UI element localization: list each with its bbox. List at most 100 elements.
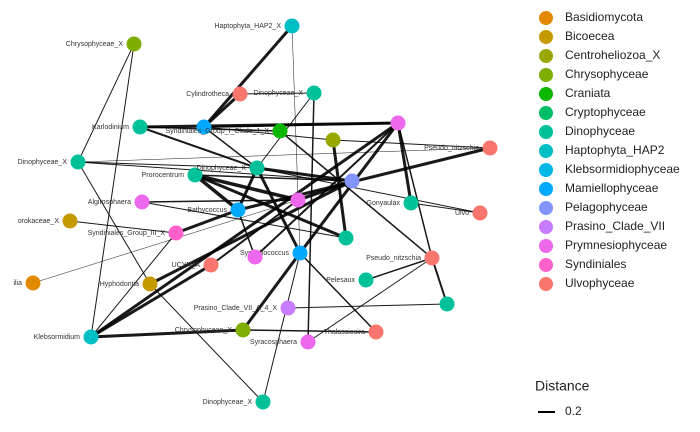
node-label: ilia <box>13 280 22 287</box>
node <box>272 123 288 139</box>
edge <box>431 257 448 305</box>
node-label: Pseudo_nitzschia <box>424 145 479 152</box>
legend-key <box>539 182 553 196</box>
node <box>344 173 360 189</box>
edge <box>203 126 258 169</box>
legend-label: Mamiellophyceae <box>565 181 659 195</box>
node <box>168 225 184 241</box>
node <box>325 132 341 148</box>
edge <box>255 167 302 254</box>
legend-key <box>539 11 553 25</box>
node-label: Hyphodontia <box>100 281 139 288</box>
node-label: Synechococcus <box>240 250 290 257</box>
legend-label: Ulvophyceae <box>565 276 635 290</box>
legend-key <box>539 87 553 101</box>
node <box>306 85 322 101</box>
node <box>132 119 148 135</box>
edge <box>175 208 239 235</box>
legend-key <box>539 163 553 177</box>
edge <box>241 252 302 331</box>
node-label: Pseudo_nitzschia <box>366 255 421 262</box>
node <box>280 300 296 316</box>
legend-label: Pelagophyceae <box>565 200 648 214</box>
edge <box>139 126 258 169</box>
edge <box>77 43 135 163</box>
edge <box>279 130 433 259</box>
edge <box>365 257 433 281</box>
edge <box>410 202 481 214</box>
node <box>203 257 219 273</box>
edge <box>149 283 264 403</box>
legend-label: Bicoecea <box>565 29 615 43</box>
legend-key <box>539 30 553 44</box>
edge <box>202 25 294 128</box>
edge <box>236 167 259 211</box>
node <box>83 329 99 345</box>
edge <box>90 232 177 338</box>
legend: Basidiomycota Bicoecea Centroheliozoa_X Chr… <box>535 10 680 418</box>
edge <box>77 161 258 169</box>
legend-key <box>539 68 553 82</box>
node <box>255 394 271 410</box>
node-label: orokaceae_X <box>18 218 60 225</box>
legend-label: Cryptophyceae <box>565 105 646 119</box>
node-label: Dinophyceae_X <box>203 399 253 406</box>
legend-key <box>539 144 553 158</box>
node-label: Gonyaulax <box>367 200 401 207</box>
node <box>300 334 316 350</box>
node-label: Klebsormidium <box>34 334 80 341</box>
node <box>142 276 158 292</box>
legend-key <box>539 258 553 272</box>
legend-key <box>539 106 553 120</box>
node <box>292 245 308 261</box>
node <box>134 194 150 210</box>
edge <box>307 257 433 343</box>
legend-label: 0.2 <box>565 404 582 418</box>
node-label: Prorocentrum <box>142 172 185 179</box>
edge <box>237 209 256 258</box>
edge <box>90 263 212 339</box>
node-label: Cylindrotheca <box>186 91 229 98</box>
edge <box>32 199 299 284</box>
edge <box>193 173 240 212</box>
node-label: Thalassiosira <box>324 329 365 336</box>
node <box>70 154 86 170</box>
node <box>290 192 306 208</box>
node-label: Dinophyceae_X <box>254 90 304 97</box>
node <box>439 296 455 312</box>
node-label: Ulvo <box>455 210 469 217</box>
node <box>230 202 246 218</box>
node <box>284 18 300 34</box>
legend-label: Prymnesiophyceae <box>565 238 667 252</box>
node <box>358 272 374 288</box>
node <box>62 213 78 229</box>
legend-label: Centroheliozoa_X <box>565 48 660 62</box>
edge <box>203 122 399 128</box>
edge <box>203 126 334 141</box>
edge <box>90 121 399 339</box>
legend-label: Dinophyceae <box>565 124 635 138</box>
node <box>338 230 354 246</box>
edge <box>254 122 399 258</box>
node-label: Syndiniales_Group_I_Clade_1_X <box>165 128 269 135</box>
edge-layer <box>32 25 491 403</box>
node <box>482 140 498 156</box>
node-layer: Haptophyta_HAP2_X Chrysophyceae_X Cylindro… <box>13 18 498 410</box>
legend-key <box>539 220 553 234</box>
node <box>232 86 248 102</box>
edge <box>194 174 353 182</box>
legend-label: Basidiomycota <box>565 10 643 24</box>
node <box>249 160 265 176</box>
edge <box>287 303 448 309</box>
node-label: UCYN_A <box>172 262 201 269</box>
node-label: Dinophyceae_X <box>18 159 68 166</box>
node <box>390 115 406 131</box>
node-label: Chrysophyceae_X <box>175 327 233 334</box>
edge <box>77 147 491 163</box>
edge <box>307 92 315 343</box>
edge <box>77 161 151 285</box>
node <box>25 275 41 291</box>
legend-key <box>539 277 553 291</box>
